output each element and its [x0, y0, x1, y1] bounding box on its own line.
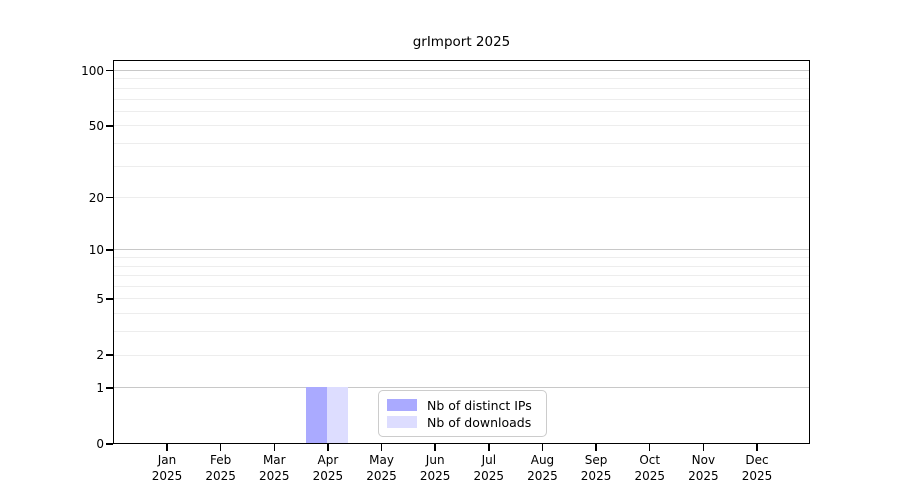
gridline-y-10	[114, 249, 809, 251]
gridline-y-6	[114, 286, 809, 288]
x-tick-label-dec: Dec 2025	[741, 453, 773, 483]
y-tick-20	[106, 196, 113, 199]
gridline-y-2	[114, 354, 809, 356]
gridline-y-7	[114, 275, 809, 277]
y-tick-label-1: 1	[96, 380, 104, 395]
bar-nb-of-distinct-ips-apr	[306, 386, 328, 443]
x-tick-nov	[702, 444, 705, 451]
x-tick-label-jul: Jul 2025	[473, 453, 505, 483]
y-tick-2	[106, 354, 113, 356]
x-tick-label-aug: Aug 2025	[527, 453, 558, 483]
x-tick-jul	[488, 444, 490, 451]
y-tick-10	[106, 249, 113, 251]
gridline-y-40	[114, 142, 809, 144]
legend: Nb of distinct IPs Nb of downloads	[378, 390, 547, 437]
x-tick-label-apr: Apr 2025	[312, 453, 344, 483]
x-tick-feb	[219, 444, 222, 451]
x-tick-label-mar: Mar 2025	[258, 453, 290, 483]
gridline-y-90	[114, 78, 809, 80]
x-tick-label-feb: Feb 2025	[205, 453, 236, 483]
x-tick-jan	[166, 444, 168, 451]
x-tick-aug	[541, 444, 544, 451]
legend-item-distinct-ips: Nb of distinct IPs	[387, 397, 538, 414]
gridline-y-4	[114, 313, 809, 315]
x-tick-may	[380, 444, 383, 451]
y-tick-label-2: 2	[96, 348, 104, 363]
y-tick-label-5: 5	[96, 291, 104, 306]
y-tick-100	[106, 69, 113, 72]
x-tick-label-oct: Oct 2025	[634, 453, 665, 483]
gridline-y-3	[114, 331, 809, 333]
gridline-y-30	[114, 165, 809, 167]
chart-title: grImport 2025	[412, 34, 511, 50]
y-tick-label-50: 50	[88, 118, 104, 133]
legend-label-distinct-ips: Nb of distinct IPs	[427, 397, 532, 413]
y-tick-label-10: 10	[88, 242, 104, 257]
y-tick-50	[106, 125, 113, 127]
bar-nb-of-downloads-apr	[327, 386, 349, 443]
x-tick-label-jan: Jan 2025	[151, 453, 183, 483]
x-tick-apr	[327, 444, 329, 451]
gridline-y-20	[114, 197, 809, 199]
y-tick-0	[106, 443, 113, 445]
x-tick-oct	[648, 444, 651, 451]
gridline-y-50	[114, 125, 809, 127]
x-tick-sep	[595, 444, 597, 451]
x-tick-dec	[756, 444, 758, 451]
legend-label-downloads: Nb of downloads	[427, 414, 532, 430]
gridline-y-80	[114, 87, 809, 89]
gridline-y-9	[114, 257, 809, 259]
x-tick-mar	[273, 444, 276, 451]
gridline-y-1	[114, 387, 809, 389]
gridline-y-70	[114, 98, 809, 100]
y-tick-label-100: 100	[81, 63, 104, 78]
x-tick-label-jun: Jun 2025	[419, 453, 451, 483]
y-tick-label-0: 0	[96, 437, 104, 451]
x-tick-label-nov: Nov 2025	[688, 453, 719, 483]
x-tick-label-sep: Sep 2025	[580, 453, 612, 483]
y-tick-label-20: 20	[88, 190, 104, 205]
gridline-y-8	[114, 265, 809, 267]
plot-area	[113, 60, 810, 444]
y-tick-5	[106, 298, 113, 300]
y-tick-1	[106, 387, 113, 389]
gridline-y-5	[114, 298, 809, 300]
legend-swatch-downloads	[387, 416, 417, 428]
x-tick-label-may: May 2025	[366, 453, 397, 483]
gridline-y-60	[114, 110, 809, 112]
x-tick-jun	[434, 444, 436, 451]
legend-item-downloads: Nb of downloads	[387, 414, 538, 431]
gridline-y-100	[114, 70, 809, 71]
legend-swatch-distinct-ips	[387, 399, 417, 411]
